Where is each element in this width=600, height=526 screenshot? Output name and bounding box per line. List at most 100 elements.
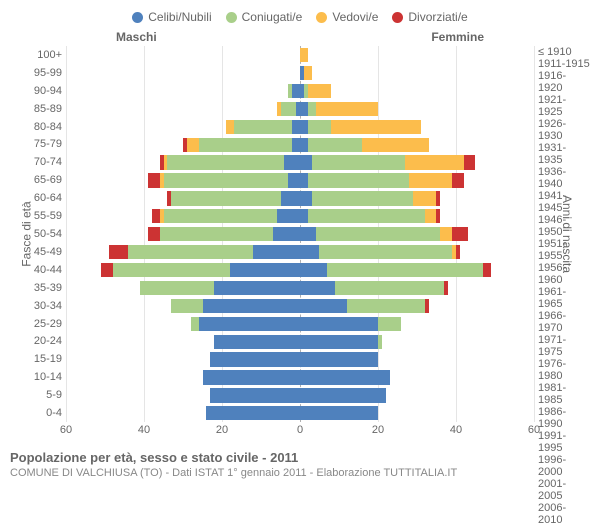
bar-segment xyxy=(148,173,160,187)
legend-swatch xyxy=(316,12,327,23)
female-side xyxy=(300,279,534,297)
bar-segment xyxy=(312,155,406,169)
male-side xyxy=(66,386,300,404)
pyramid-row xyxy=(66,333,534,351)
y-left-label: 20-24 xyxy=(6,333,66,351)
pyramid-row xyxy=(66,207,534,225)
bar-segment xyxy=(191,317,199,331)
y-axis-left: 100+95-9990-9485-8980-8475-7970-7465-696… xyxy=(6,46,66,422)
legend-swatch xyxy=(132,12,143,23)
bar-segment xyxy=(331,120,421,134)
bar-segment xyxy=(347,299,425,313)
female-side xyxy=(300,118,534,136)
bar-segment xyxy=(199,138,293,152)
y-left-label: 70-74 xyxy=(6,153,66,171)
bar-segment xyxy=(456,245,460,259)
bar-segment xyxy=(288,173,300,187)
female-side xyxy=(300,243,534,261)
y-right-label: 1946-1950 xyxy=(534,214,594,238)
x-tick: 40 xyxy=(450,424,462,436)
y-right-label: 2006-2010 xyxy=(534,502,594,526)
female-title: Femmine xyxy=(431,30,484,44)
pyramid-row xyxy=(66,386,534,404)
bar-segment xyxy=(300,281,335,295)
y-left-label: 85-89 xyxy=(6,100,66,118)
bar-segment xyxy=(300,245,319,259)
male-side xyxy=(66,171,300,189)
male-side xyxy=(66,100,300,118)
female-side xyxy=(300,368,534,386)
bar-segment xyxy=(378,317,401,331)
female-side xyxy=(300,404,534,422)
bar-segment xyxy=(300,191,312,205)
pyramid-row xyxy=(66,368,534,386)
female-side xyxy=(300,386,534,404)
male-side xyxy=(66,279,300,297)
pyramid-row xyxy=(66,136,534,154)
pyramid-row xyxy=(66,189,534,207)
legend-label: Vedovi/e xyxy=(332,10,378,24)
female-side xyxy=(300,333,534,351)
x-tick: 20 xyxy=(372,424,384,436)
bar-segment xyxy=(308,209,425,223)
bar-segment xyxy=(292,120,300,134)
female-side xyxy=(300,207,534,225)
bar-segment xyxy=(300,209,308,223)
bar-segment xyxy=(409,173,452,187)
female-side xyxy=(300,315,534,333)
pyramid-row xyxy=(66,279,534,297)
bar-segment xyxy=(273,227,300,241)
legend-item: Coniugati/e xyxy=(226,10,303,24)
bar-segment xyxy=(300,388,386,402)
y-left-label: 95-99 xyxy=(6,64,66,82)
bar-segment xyxy=(308,102,316,116)
female-side xyxy=(300,100,534,118)
pyramid-row xyxy=(66,350,534,368)
bar-segment xyxy=(148,227,160,241)
legend-label: Celibi/Nubili xyxy=(148,10,211,24)
bar-segment xyxy=(210,388,300,402)
pyramid-row xyxy=(66,82,534,100)
bar-segment xyxy=(316,227,441,241)
bar-segment xyxy=(300,102,308,116)
female-side xyxy=(300,189,534,207)
female-side xyxy=(300,261,534,279)
female-side xyxy=(300,350,534,368)
male-side xyxy=(66,333,300,351)
pyramid-row xyxy=(66,243,534,261)
pyramid-row xyxy=(66,153,534,171)
bar-segment xyxy=(277,209,300,223)
female-side xyxy=(300,46,534,64)
bar-segment xyxy=(284,155,300,169)
y-left-label: 25-29 xyxy=(6,315,66,333)
bar-segment xyxy=(214,281,300,295)
bar-segment xyxy=(425,299,429,313)
y-left-label: 15-19 xyxy=(6,350,66,368)
y-left-label: 45-49 xyxy=(6,243,66,261)
y-left-label: 100+ xyxy=(6,46,66,64)
legend-swatch xyxy=(392,12,403,23)
male-side xyxy=(66,46,300,64)
bar-segment xyxy=(167,155,284,169)
side-titles: Maschi Femmine xyxy=(6,30,594,46)
bar-segment xyxy=(452,227,468,241)
y-right-label: 1951-1955 xyxy=(534,238,594,262)
bar-segment xyxy=(300,317,378,331)
bar-segment xyxy=(362,138,428,152)
y-right-label: 1986-1990 xyxy=(534,406,594,430)
bar-segment xyxy=(281,191,300,205)
bar-segment xyxy=(199,317,300,331)
male-side xyxy=(66,207,300,225)
male-side xyxy=(66,64,300,82)
bars-container xyxy=(66,46,534,422)
male-side xyxy=(66,136,300,154)
bar-segment xyxy=(113,263,230,277)
male-side xyxy=(66,297,300,315)
y-left-label: 80-84 xyxy=(6,118,66,136)
bar-segment xyxy=(444,281,448,295)
female-side xyxy=(300,225,534,243)
y-left-label: 40-44 xyxy=(6,261,66,279)
pyramid-row xyxy=(66,225,534,243)
male-side xyxy=(66,350,300,368)
male-side xyxy=(66,225,300,243)
